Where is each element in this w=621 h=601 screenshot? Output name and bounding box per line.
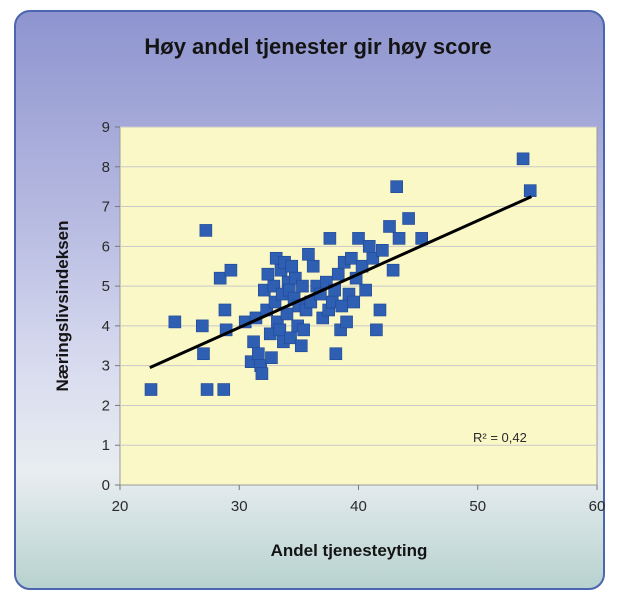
data-point (329, 347, 343, 361)
data-point (285, 259, 299, 273)
x-axis-ticks: 20 30 40 50 60 (112, 485, 606, 515)
data-point (335, 299, 349, 313)
data-point (265, 351, 278, 365)
data-point (195, 319, 209, 333)
y-tick-label: 8 (102, 159, 110, 176)
data-point (261, 267, 275, 281)
data-point (200, 383, 214, 396)
x-tick-label: 30 (231, 498, 248, 515)
y-axis-ticks: 0 1 2 3 4 5 6 7 8 9 (102, 119, 120, 494)
data-point (331, 267, 345, 281)
data-point (392, 232, 406, 245)
x-tick-label: 60 (589, 498, 606, 515)
x-tick-label: 40 (350, 498, 367, 515)
y-axis-title: Næringslivsindeksen (53, 220, 72, 391)
y-tick-label: 4 (102, 318, 110, 335)
data-point (376, 244, 389, 257)
data-point (402, 212, 415, 225)
y-tick-label: 9 (102, 119, 110, 136)
x-axis-title: Andel tjenesteyting (271, 541, 428, 560)
data-point (359, 283, 372, 297)
data-point (345, 251, 358, 265)
data-point (294, 339, 308, 353)
y-tick-label: 7 (102, 199, 110, 216)
data-point (302, 247, 315, 261)
data-point (386, 263, 400, 277)
data-point (523, 184, 537, 197)
data-point (273, 323, 287, 337)
data-point (296, 279, 309, 293)
data-point (306, 259, 320, 273)
data-point (199, 224, 213, 237)
chart-title: Høy andel tjenester gir høy score (144, 34, 491, 59)
data-point (297, 323, 310, 337)
y-tick-label: 3 (102, 358, 110, 375)
y-tick-label: 2 (102, 397, 110, 414)
y-tick-label: 6 (102, 238, 110, 255)
data-point (144, 383, 158, 396)
data-point (252, 347, 265, 361)
data-point (218, 303, 232, 317)
data-point (284, 331, 297, 345)
data-point (370, 323, 383, 337)
data-point (366, 251, 380, 265)
data-point (168, 315, 182, 329)
data-point (340, 315, 353, 329)
x-tick-label: 50 (469, 498, 486, 515)
data-point (362, 240, 376, 253)
data-point (390, 180, 403, 193)
data-point (217, 383, 231, 396)
data-point (247, 335, 260, 349)
r-squared-annotation: R² = 0,42 (473, 430, 527, 445)
data-point (213, 271, 227, 285)
y-tick-label: 1 (102, 437, 110, 454)
data-point (280, 307, 294, 321)
data-point (323, 232, 337, 245)
data-point (373, 303, 387, 317)
trendline (149, 195, 533, 370)
data-point (352, 232, 365, 245)
x-tick-label: 20 (112, 498, 129, 515)
data-point (516, 152, 530, 166)
y-tick-label: 0 (102, 477, 110, 494)
data-point (197, 347, 210, 361)
data-point (347, 295, 361, 309)
y-tick-label: 5 (102, 278, 110, 295)
data-point (224, 263, 238, 277)
data-points (144, 152, 537, 396)
data-point (383, 220, 396, 233)
data-point (255, 367, 269, 380)
gridlines (120, 126, 597, 446)
